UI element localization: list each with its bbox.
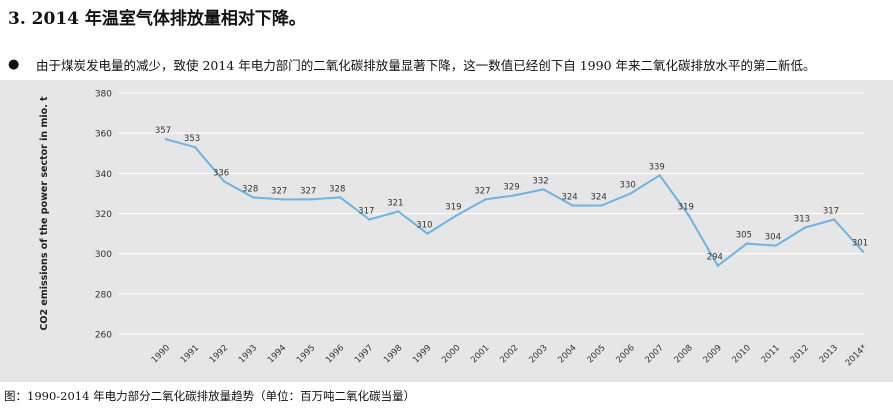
section-heading: 3. 2014 年温室气体排放量相对下降。 — [8, 9, 306, 29]
y-tick-label: 340 — [95, 170, 112, 180]
data-point — [832, 218, 836, 221]
data-label: 330 — [620, 180, 636, 190]
data-label: 317 — [358, 207, 374, 217]
x-tick-label: 2002 — [498, 343, 520, 365]
data-point — [484, 198, 487, 201]
x-tick-label: 2003 — [527, 343, 549, 365]
y-axis-label: CO2 emissions of the power sector in mio… — [39, 96, 50, 331]
x-tick-label: 1997 — [353, 343, 375, 365]
y-tick-label: 380 — [95, 90, 112, 100]
data-label: 357 — [155, 126, 171, 136]
x-tick-label: 1993 — [237, 343, 259, 365]
x-tick-label: 2007 — [643, 343, 665, 365]
x-tick-label: 2004 — [556, 343, 578, 365]
data-point — [658, 174, 661, 177]
x-tick-label: 2006 — [614, 343, 636, 365]
x-tick-label: 2012 — [789, 343, 811, 365]
emissions-line-chart: 260 280 300 320 340 360 380 CO2 emissions of th… — [39, 90, 869, 369]
data-label: 328 — [329, 184, 345, 194]
bullet-marker: ● — [8, 57, 20, 72]
series-line — [165, 138, 864, 267]
x-tick-label: 1992 — [208, 343, 230, 365]
data-label: 294 — [707, 253, 723, 263]
figure-caption: 图：1990-2014 年电力部分二氧化碳排放量趋势（单位：百万吨二氧化碳当量） — [4, 389, 416, 403]
data-label: 328 — [242, 184, 258, 194]
x-tick-label: 2008 — [672, 343, 694, 365]
data-label: 353 — [184, 134, 200, 144]
data-label: 305 — [736, 231, 752, 241]
y-tick-label: 280 — [95, 290, 112, 300]
data-point — [455, 214, 458, 217]
data-label: 332 — [532, 176, 548, 186]
data-label: 336 — [213, 168, 229, 178]
data-point — [861, 250, 865, 253]
x-tick-label: 2014* — [844, 343, 869, 368]
x-tick-label: 1991 — [179, 343, 201, 365]
bullet-text: 由于煤炭发电量的减少，致使 2014 年电力部门的二氧化碳排放量显著下降，这一数… — [36, 58, 816, 73]
data-point — [513, 194, 516, 197]
data-label: 313 — [794, 215, 810, 225]
chart-panel: 260 280 300 320 340 360 380 CO2 emissions of th… — [0, 80, 893, 382]
data-point — [600, 204, 603, 207]
x-tick-label: 2010 — [731, 343, 753, 365]
x-tick-label: 2013 — [818, 343, 840, 365]
data-point — [803, 226, 807, 229]
x-tick-label: 1996 — [324, 343, 346, 365]
y-tick-label: 300 — [95, 250, 112, 260]
data-label: 324 — [561, 192, 577, 202]
x-tick-label: 2001 — [469, 343, 491, 365]
data-label: 327 — [271, 186, 287, 196]
data-label: 339 — [649, 162, 665, 172]
data-point — [280, 198, 284, 201]
y-tick-label: 360 — [95, 130, 112, 140]
data-point — [310, 198, 313, 201]
data-label: 304 — [765, 233, 781, 243]
data-label: 329 — [503, 182, 519, 192]
data-point — [251, 196, 255, 199]
x-tick-label: 1999 — [411, 343, 433, 365]
data-point — [222, 180, 226, 183]
data-point — [397, 210, 400, 213]
data-point — [774, 244, 778, 247]
y-tick-label: 320 — [95, 210, 112, 220]
x-tick-label: 1998 — [382, 343, 404, 365]
data-point — [571, 204, 574, 207]
data-label: 317 — [823, 207, 839, 217]
data-label: 327 — [474, 186, 490, 196]
x-tick-label: 2011 — [760, 343, 782, 365]
data-point — [368, 218, 371, 221]
x-tick-label: 2000 — [440, 343, 462, 365]
data-point — [164, 137, 168, 141]
data-point — [193, 146, 197, 149]
data-label: 319 — [445, 203, 461, 213]
data-label: 327 — [300, 186, 316, 196]
data-label: 321 — [387, 198, 403, 208]
data-point — [687, 214, 690, 217]
data-point — [339, 196, 342, 199]
y-tick-label: 260 — [95, 331, 112, 341]
data-point — [426, 232, 429, 235]
x-tick-label: 2009 — [702, 343, 724, 365]
data-label: 319 — [678, 203, 694, 213]
data-point — [542, 188, 545, 191]
x-tick-label: 1995 — [295, 343, 317, 365]
x-tick-label: 1994 — [266, 343, 288, 365]
data-label: 301 — [852, 239, 868, 249]
data-label: 310 — [416, 221, 432, 231]
x-tick-label: 1990 — [150, 343, 172, 365]
data-point — [629, 192, 632, 195]
data-label: 324 — [591, 192, 607, 202]
data-point — [745, 242, 749, 245]
x-tick-label: 2005 — [585, 343, 607, 365]
data-point — [716, 264, 719, 267]
